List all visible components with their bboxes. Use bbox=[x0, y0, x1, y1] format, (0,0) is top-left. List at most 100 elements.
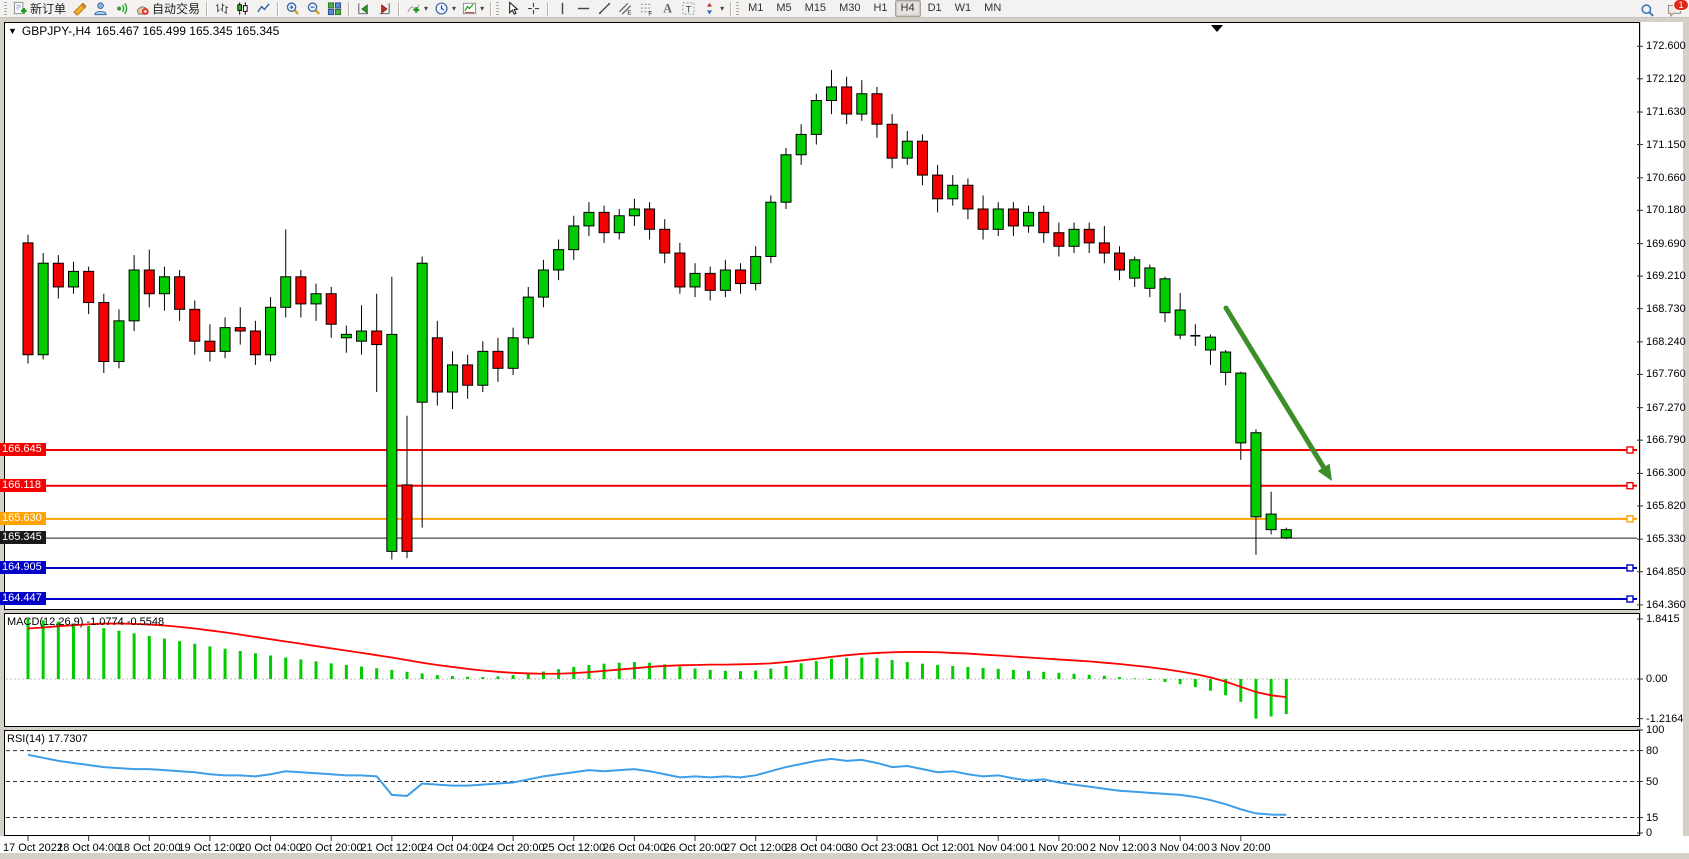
candle-body bbox=[841, 86, 853, 115]
toolbar-right-group: 1 bbox=[1637, 0, 1689, 19]
timeframe-m15-button[interactable]: M15 bbox=[804, 2, 827, 14]
trend-arrow-head[interactable] bbox=[1317, 463, 1332, 481]
macd-histogram-bar bbox=[405, 671, 409, 679]
toolbar-grip-handle[interactable] bbox=[736, 1, 740, 16]
macd-histogram-bar bbox=[784, 665, 788, 679]
timeframe-h1-button[interactable]: H1 bbox=[873, 2, 888, 14]
zoom-in-button[interactable] bbox=[282, 0, 303, 18]
line-handle[interactable] bbox=[1626, 595, 1634, 603]
chevron-down-icon[interactable]: ▾ bbox=[480, 4, 485, 13]
toolbar-separator bbox=[730, 1, 733, 16]
tiles-icon bbox=[327, 1, 342, 16]
equidistant-channel-button[interactable]: E bbox=[615, 0, 636, 18]
price-chart-pane bbox=[4, 22, 1640, 610]
price-axis-label: 166.300 bbox=[1646, 467, 1686, 480]
crosshair-button[interactable] bbox=[523, 0, 544, 18]
timeframe-w1-button[interactable]: W1 bbox=[954, 2, 972, 14]
template-icon bbox=[462, 1, 477, 16]
chevron-down-icon[interactable]: ▾ bbox=[720, 4, 725, 13]
horizontal-line-button[interactable] bbox=[573, 0, 594, 18]
line-handle[interactable] bbox=[1626, 515, 1634, 523]
new-order-button[interactable]: 新订单 bbox=[10, 0, 69, 18]
candle-body bbox=[340, 333, 352, 339]
bar-chart-button[interactable] bbox=[211, 0, 232, 18]
tile-windows-button[interactable] bbox=[324, 0, 345, 18]
timeframe-mn-button[interactable]: MN bbox=[984, 2, 1002, 14]
ohlc-values-label: 165.467 165.499 165.345 165.345 bbox=[95, 24, 280, 38]
timeframe-m1-button[interactable]: M1 bbox=[748, 2, 764, 14]
candlestick-chart-button[interactable] bbox=[232, 0, 253, 18]
clock-icon bbox=[434, 1, 449, 16]
auto-scroll-button[interactable] bbox=[374, 0, 395, 18]
notifications-button[interactable]: 1 bbox=[1664, 0, 1689, 19]
timeframe-d1-button[interactable]: D1 bbox=[927, 2, 942, 14]
time-axis-label: 26 Oct 20:00 bbox=[663, 842, 727, 854]
candle-body bbox=[477, 350, 489, 386]
main-toolbar: 新订单 自动交易 ▾ ▾ ▾ E F A T ▾ M1 M5 M15 M30 H1 H4 D1 W1 MN 1 bbox=[0, 0, 1689, 18]
line-handle[interactable] bbox=[1626, 446, 1634, 454]
shift-icon bbox=[356, 1, 371, 16]
candle-body bbox=[219, 327, 231, 352]
candles-icon bbox=[235, 1, 250, 16]
text-button[interactable]: A bbox=[657, 0, 678, 18]
auto-trading-button[interactable]: 自动交易 bbox=[132, 0, 203, 18]
macd-histogram-bar bbox=[147, 635, 151, 679]
rsi-axis-label: 0 bbox=[1646, 827, 1653, 839]
chevron-down-icon[interactable]: ▾ bbox=[424, 4, 429, 13]
svg-text:A: A bbox=[663, 2, 672, 16]
indicators-button[interactable]: ▾ bbox=[403, 0, 431, 18]
candle-body bbox=[204, 340, 216, 352]
macd-histogram-bar bbox=[314, 661, 318, 679]
timeframe-h4-button[interactable]: H4 bbox=[894, 0, 921, 17]
zoom-out-button[interactable] bbox=[303, 0, 324, 18]
rsi-axis-label: 15 bbox=[1646, 811, 1659, 824]
price-axis-label: 172.600 bbox=[1646, 40, 1686, 53]
chart-window: ▼ GBPJPY-,H4 165.467 165.499 165.345 165… bbox=[0, 18, 1689, 859]
macd-histogram-bar bbox=[1027, 670, 1031, 679]
trendline-button[interactable] bbox=[594, 0, 615, 18]
candle-body bbox=[568, 225, 580, 251]
templates-button[interactable]: ▾ bbox=[459, 0, 487, 18]
toolbar-grip-handle[interactable] bbox=[4, 1, 7, 16]
symbol-dropdown-icon[interactable]: ▼ bbox=[8, 26, 17, 36]
chart-shift-marker[interactable] bbox=[1211, 25, 1223, 32]
periods-button[interactable]: ▾ bbox=[431, 0, 459, 18]
zoom-in-icon bbox=[285, 1, 300, 16]
macd-histogram-bar bbox=[936, 664, 940, 679]
macd-histogram-bar bbox=[87, 625, 91, 679]
candle-body bbox=[1038, 211, 1050, 234]
macd-histogram-bar bbox=[860, 657, 864, 679]
rsi-pane bbox=[4, 730, 1640, 836]
vertical-line-button[interactable] bbox=[552, 0, 573, 18]
timeframe-m30-button[interactable]: M30 bbox=[839, 2, 861, 14]
chart-shift-button[interactable] bbox=[353, 0, 374, 18]
line-handle[interactable] bbox=[1626, 482, 1634, 490]
macd-histogram-bar bbox=[1118, 677, 1122, 679]
candle-body bbox=[310, 293, 322, 305]
macd-histogram-bar bbox=[754, 670, 758, 679]
candle-body bbox=[325, 293, 337, 325]
macd-histogram-bar bbox=[56, 621, 60, 679]
cursor-icon bbox=[505, 1, 520, 16]
price-axis-label: 168.730 bbox=[1646, 302, 1686, 315]
profile-button[interactable] bbox=[90, 0, 111, 18]
fibonacci-button[interactable]: F bbox=[636, 0, 657, 18]
macd-histogram-bar bbox=[981, 667, 985, 679]
timeframe-m5-button[interactable]: M5 bbox=[776, 2, 792, 14]
candle-body bbox=[583, 211, 595, 227]
arrows-button[interactable]: ▾ bbox=[699, 0, 727, 18]
line-chart-button[interactable] bbox=[253, 0, 274, 18]
text-label-button[interactable]: T bbox=[678, 0, 699, 18]
line-handle[interactable] bbox=[1626, 564, 1634, 572]
trend-arrow[interactable] bbox=[1223, 305, 1327, 470]
macd-histogram-bar bbox=[1011, 669, 1015, 679]
chevron-down-icon[interactable]: ▾ bbox=[452, 4, 457, 13]
styler-button[interactable] bbox=[69, 0, 90, 18]
toolbar-separator bbox=[490, 1, 493, 16]
cursor-button[interactable] bbox=[502, 0, 523, 18]
candle-body bbox=[174, 276, 186, 310]
signals-button[interactable] bbox=[111, 0, 132, 18]
search-button[interactable] bbox=[1637, 1, 1658, 19]
autoscroll-icon bbox=[377, 1, 392, 16]
toolbar-grip-handle[interactable] bbox=[496, 1, 500, 16]
